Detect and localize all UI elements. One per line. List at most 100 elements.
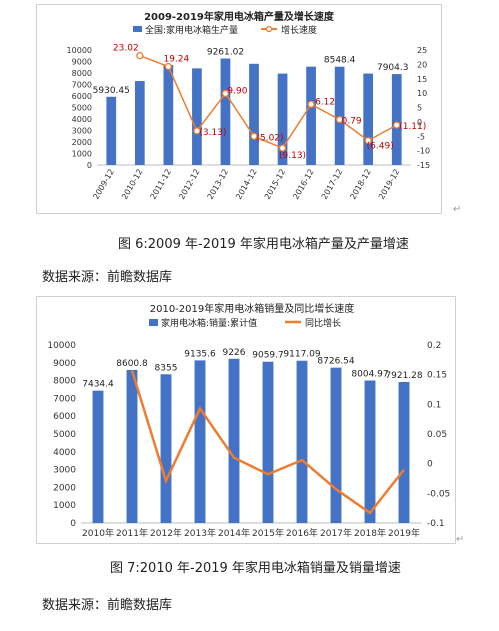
bar	[363, 73, 374, 165]
line-point	[393, 121, 401, 129]
x-tick-label: 2011年	[116, 527, 148, 539]
x-tick-label: 2016年	[286, 527, 318, 539]
line-point	[335, 115, 344, 124]
line-data-label: (3.13)	[199, 128, 226, 138]
y-right-tick-label: 5	[417, 104, 422, 113]
y-right-tick-label: -10	[417, 147, 430, 156]
bar	[134, 81, 145, 165]
bar-data-label: 9261.02	[207, 47, 244, 57]
y-left-tick-label: 6000	[53, 412, 76, 422]
x-tick-label: 2010-12	[120, 168, 145, 201]
bar-data-label: 8548.4	[324, 56, 356, 66]
y-left-tick-label: 2000	[72, 138, 92, 147]
sales-chart: 2010-2019年家用电冰箱销量及同比增长速度 家用电冰箱:销量:累计值 同比…	[36, 296, 456, 544]
chart-title: 2009-2019年家用电冰箱产量及增长速度	[144, 10, 335, 23]
plot-area: 0100020003000400050006000700080009000100…	[47, 341, 450, 539]
bar	[262, 361, 274, 523]
bar	[364, 380, 376, 523]
bar	[192, 68, 202, 165]
legend-line-label: 增长速度	[281, 24, 317, 36]
legend-line-label: 同比增长	[305, 317, 341, 329]
bar-data-label: 7904.3	[377, 63, 409, 73]
bar	[160, 374, 172, 523]
bar	[126, 369, 138, 523]
y-left-tick-label: 7000	[53, 394, 76, 404]
x-tick-label: 2018-12	[348, 168, 373, 201]
line-data-label: 19.24	[163, 55, 189, 65]
legend-line-marker	[265, 25, 273, 33]
return-mark: ↵	[453, 204, 462, 215]
line-point	[278, 144, 287, 152]
x-tick-label: 2015年	[252, 527, 284, 539]
bar	[249, 63, 259, 165]
line-point	[250, 132, 258, 140]
bar	[391, 74, 402, 165]
bar	[228, 358, 240, 523]
bar-data-label: 8600.8	[116, 359, 148, 369]
line-data-label: (6.49)	[367, 142, 394, 152]
bar	[296, 360, 308, 523]
plot-area: 0100020003000400050006000700080009000100…	[67, 44, 431, 201]
return-mark: ↵	[456, 534, 465, 545]
x-tick-label: 2012年	[150, 527, 182, 539]
production-chart: 2009-2019年家用电冰箱产量及增长速度 全国:家用电冰箱生产量 增长速度 …	[36, 4, 442, 214]
source-note-1: 数据来源：前瞻数据库	[42, 270, 173, 285]
y-left-tick-label: 1000	[53, 501, 76, 511]
bar-data-label: 9117.09	[283, 350, 320, 360]
y-right-tick-label: 0.05	[427, 430, 447, 440]
bar-data-label: 9226	[223, 348, 246, 358]
y-left-tick-label: 7000	[72, 81, 92, 90]
bar	[163, 64, 174, 165]
bar-data-label: 7434.4	[82, 380, 114, 390]
line-data-label: (1.11)	[399, 122, 426, 132]
y-left-tick-label: 2000	[53, 483, 76, 493]
source-note-2: 数据来源：前瞻数据库	[42, 598, 173, 613]
y-right-tick-label: 0	[427, 460, 433, 470]
bar	[306, 66, 316, 165]
legend-bar-swatch	[133, 26, 142, 32]
legend-bar-label: 全国:家用电冰箱生产量	[145, 24, 238, 36]
bar-data-label: 9135.6	[184, 349, 216, 359]
bar-data-label: 8355	[155, 363, 178, 373]
y-right-tick-label: -0.1	[427, 519, 445, 529]
x-tick-label: 2017-12	[320, 168, 345, 201]
line-data-label: 6.12	[315, 97, 335, 107]
legend-bar-swatch	[149, 319, 158, 326]
bar	[277, 73, 288, 165]
line-data-label: (5.02)	[256, 133, 283, 143]
bar	[220, 58, 231, 165]
y-right-tick-label: 10	[417, 89, 427, 98]
production-chart-svg: 2009-2019年家用电冰箱产量及增长速度 全国:家用电冰箱生产量 增长速度 …	[67, 10, 431, 201]
y-left-tick-label: 8000	[53, 377, 76, 387]
x-tick-label: 2015-12	[263, 168, 288, 201]
bar	[330, 367, 342, 523]
line-point	[193, 127, 201, 135]
y-left-tick-label: 5000	[72, 104, 92, 113]
y-left-tick-label: 9000	[53, 359, 76, 369]
y-left-tick-label: 3000	[72, 127, 92, 136]
y-left-tick-label: 5000	[53, 430, 76, 440]
line-point	[164, 62, 173, 71]
y-right-tick-label: 20	[417, 60, 427, 69]
y-right-tick-label: 25	[417, 46, 427, 55]
legend-bar-label: 家用电冰箱:销量:累计值	[161, 317, 257, 329]
bar	[194, 360, 206, 523]
x-tick-label: 2018年	[354, 527, 386, 539]
y-left-tick-label: 10000	[67, 46, 92, 55]
figure-7-caption: 图 7:2010 年-2019 年家用电冰箱销量及销量增速	[110, 561, 401, 576]
y-right-tick-label: -5	[417, 132, 425, 141]
line-data-label: 23.02	[113, 44, 139, 54]
bar	[334, 66, 345, 165]
legend: 家用电冰箱:销量:累计值 同比增长	[149, 317, 341, 329]
x-tick-label: 2016-12	[291, 168, 316, 201]
line-point	[364, 136, 372, 145]
line-data-label: (9.13)	[279, 151, 306, 161]
x-tick-label: 2013-12	[206, 168, 231, 201]
sales-chart-svg: 2010-2019年家用电冰箱销量及同比增长速度 家用电冰箱:销量:累计值 同比…	[47, 302, 450, 539]
line-point	[136, 52, 144, 60]
y-right-tick-label: 0	[417, 118, 422, 127]
figure-6-caption: 图 6:2009 年-2019 年家用电冰箱产量及产量增速	[118, 237, 409, 252]
bar	[398, 382, 410, 523]
y-left-tick-label: 3000	[53, 466, 76, 476]
growth-line	[139, 54, 398, 150]
